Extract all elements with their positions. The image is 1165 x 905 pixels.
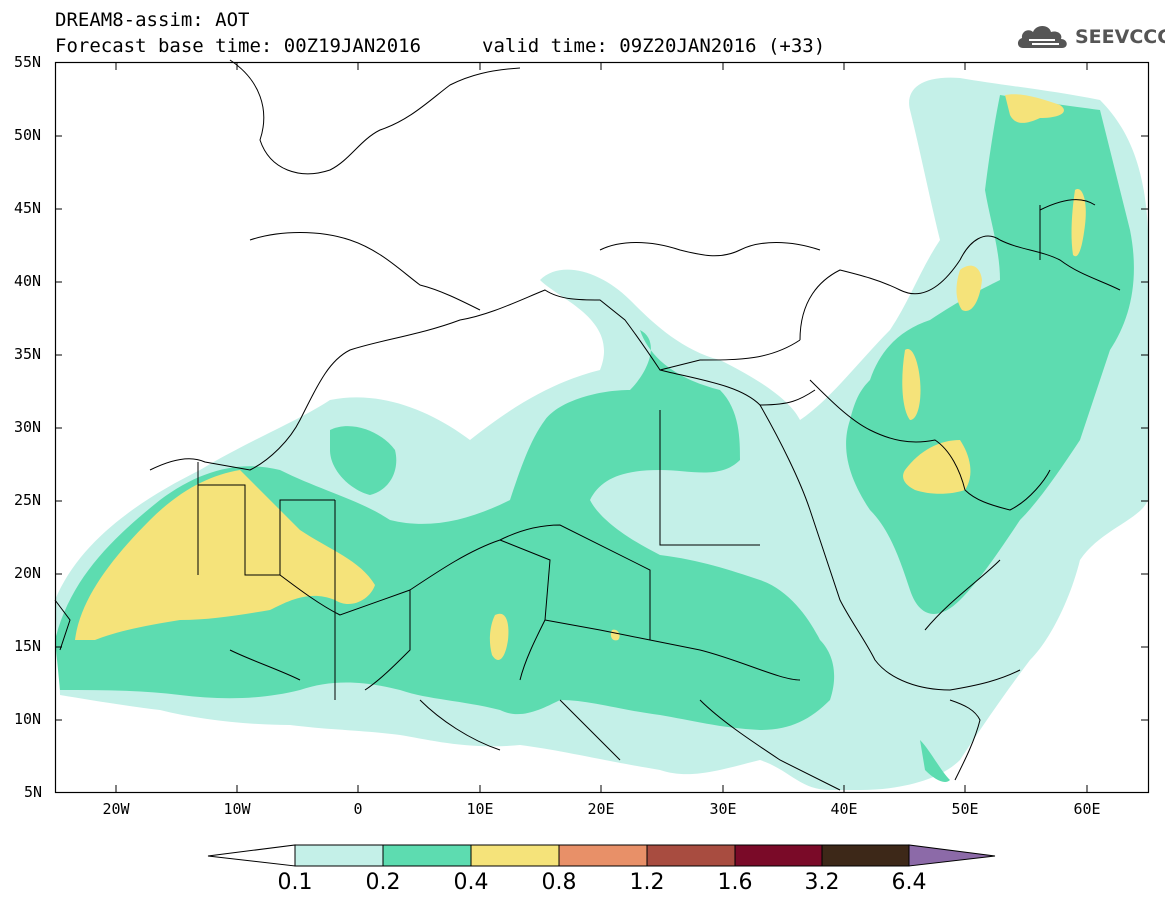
lon-label: 10W [223, 800, 251, 818]
lon-ticks [115, 63, 1088, 792]
lon-label: 20E [587, 800, 615, 818]
cloud-icon [1017, 26, 1067, 48]
lat-label: 50N [14, 126, 42, 144]
colorbar-bin-2 [382, 844, 472, 867]
lon-label: 20W [102, 800, 130, 818]
colorbar-label: 0.4 [453, 870, 489, 895]
lon-label: 50E [951, 800, 979, 818]
colorbar-label: 0.1 [277, 870, 313, 895]
lat-label: 55N [14, 53, 42, 71]
colorbar-bin-1 [294, 844, 384, 867]
colorbar-label: 1.2 [629, 870, 665, 895]
base-time: Forecast base time: 00Z19JAN2016 [55, 35, 422, 57]
lat-label: 25N [14, 491, 42, 509]
colorbar-label: 1.6 [717, 870, 753, 895]
lat-label: 5N [24, 783, 43, 801]
map-title: DREAM8-assim: AOT [55, 9, 250, 31]
valid-time: valid time: 09Z20JAN2016 (+33) [482, 35, 826, 57]
lat-label: 15N [14, 637, 42, 655]
logo-text: SEEVCCC [1075, 26, 1165, 48]
colorbar-label: 6.4 [891, 870, 927, 895]
lat-label: 10N [14, 710, 42, 728]
lat-label: 40N [14, 272, 42, 290]
aot-high-field [75, 94, 1086, 660]
lat-label: 20N [14, 564, 42, 582]
colorbar-bin-4 [558, 844, 648, 867]
lon-label: 60E [1073, 800, 1101, 818]
seevccc-logo: SEEVCCC [1015, 20, 1165, 54]
colorbar-label: 0.2 [365, 870, 401, 895]
coastlines-borders [54, 59, 1121, 791]
lon-label: 10E [466, 800, 494, 818]
colorbar-under-arrow [207, 844, 296, 867]
colorbar [207, 844, 996, 867]
colorbar-label: 3.2 [804, 870, 840, 895]
lon-label: 30E [709, 800, 737, 818]
colorbar-bin-6 [734, 844, 823, 867]
lat-label: 30N [14, 418, 42, 436]
colorbar-bin-5 [646, 844, 736, 867]
lon-label: 40E [830, 800, 858, 818]
colorbar-bin-3 [470, 844, 560, 867]
lat-ticks [55, 135, 1148, 721]
lat-label: 35N [14, 345, 42, 363]
lat-label: 45N [14, 199, 42, 217]
colorbar-label: 0.8 [541, 870, 577, 895]
lon-label: 0 [353, 800, 363, 818]
colorbar-bin-7 [821, 844, 910, 867]
colorbar-over-arrow [908, 844, 996, 867]
